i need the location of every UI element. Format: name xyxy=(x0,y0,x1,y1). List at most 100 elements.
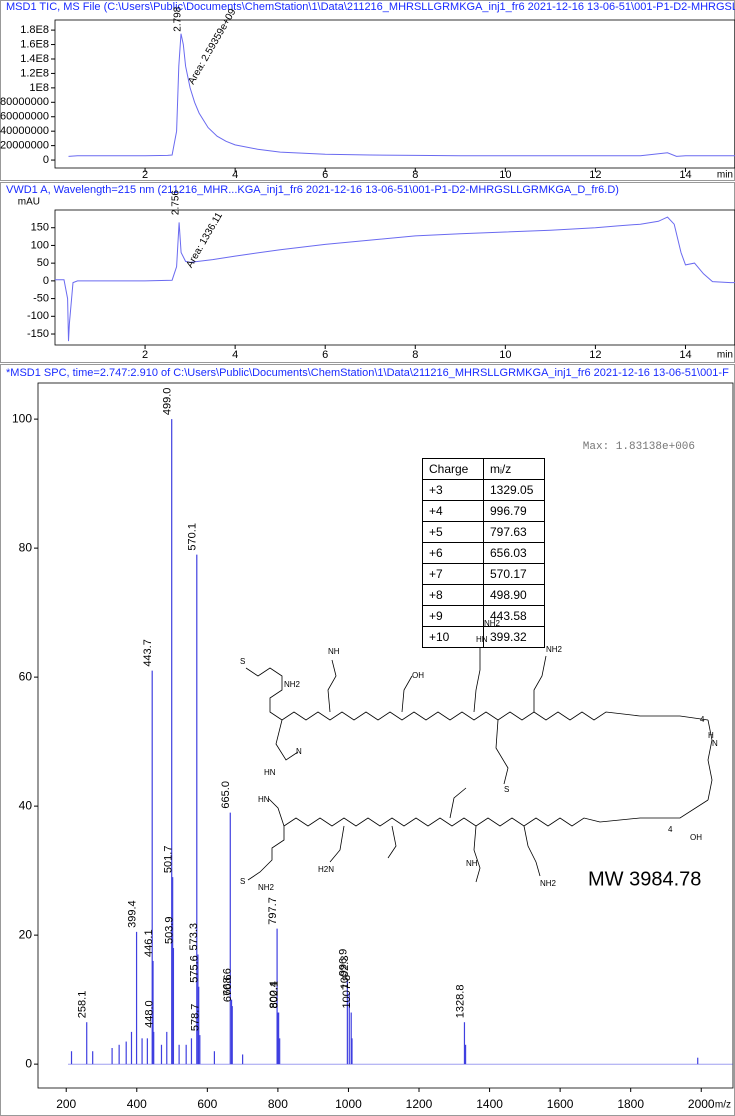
peak-label: 1007.8 xyxy=(341,975,353,1009)
peak-label: 578.7 xyxy=(190,1004,202,1032)
y-tick-label: 80000000 xyxy=(0,96,49,108)
y-tick-label: 1E8 xyxy=(29,82,49,94)
atom-label: OH xyxy=(690,833,702,842)
x-tick-label: 12 xyxy=(589,169,601,181)
peak-label: 665.0 xyxy=(220,781,232,809)
table-cell: +5 xyxy=(422,521,484,543)
peak-label: 802.1 xyxy=(269,981,281,1009)
x-tick-label: 1000 xyxy=(335,1097,362,1111)
x-tick-label: 2000 xyxy=(688,1097,715,1111)
x-axis-label: min xyxy=(717,350,733,361)
panel-frame xyxy=(0,0,735,181)
side-chain xyxy=(449,787,467,819)
y-tick-label: 20 xyxy=(19,927,33,941)
atom-label: HN xyxy=(264,768,276,777)
mw-label: MW 3984.78 xyxy=(588,868,701,890)
peak-label: 573.3 xyxy=(188,923,200,951)
peak-label: 800.4 xyxy=(268,981,280,1009)
x-tick-label: 600 xyxy=(197,1097,217,1111)
panel-title: *MSD1 SPC, time=2.747:2.910 of C:\Users\… xyxy=(6,367,729,379)
x-tick-label: 10 xyxy=(499,349,511,361)
table-row: +10 399.32 xyxy=(422,626,545,648)
y-tick-label: -100 xyxy=(27,310,49,322)
table-cell: +9 xyxy=(422,605,484,627)
x-tick-label: 8 xyxy=(412,169,418,181)
table-cell: +8 xyxy=(422,584,484,606)
y-tick-label: 100 xyxy=(12,411,32,425)
peak-label: 1328.8 xyxy=(454,985,466,1019)
atom-label: HN xyxy=(258,795,270,804)
peak-label: 443.7 xyxy=(142,639,154,667)
atom-label: OH xyxy=(412,671,424,680)
table-cell: 996.79 xyxy=(483,500,545,522)
peak-label: 446.1 xyxy=(143,929,155,957)
table-cell: 498.90 xyxy=(483,584,545,606)
panel-frame xyxy=(0,182,735,363)
peak-label: 499.0 xyxy=(162,388,174,416)
panel-title: VWD1 A, Wavelength=215 nm (211216_MHR...… xyxy=(6,184,619,196)
peak-label: 503.9 xyxy=(163,917,175,945)
table-row: +7 570.17 xyxy=(422,563,545,585)
table-row: +6 656.03 xyxy=(422,542,545,564)
atom-label: S xyxy=(240,877,245,886)
table-row: +8 498.90 xyxy=(422,584,545,606)
peak-label: 996.9 xyxy=(337,949,349,977)
atom-label: 4 xyxy=(700,715,705,724)
peak-label: 575.6 xyxy=(189,955,201,983)
table-cell: +6 xyxy=(422,542,484,564)
atom-label: NH2 xyxy=(258,883,275,892)
y-tick-label: 80 xyxy=(19,540,33,554)
plot-frame xyxy=(37,382,734,1089)
x-tick-label: 1200 xyxy=(406,1097,433,1111)
table-row: +9 443.58 xyxy=(422,605,545,627)
y-tick-label: -50 xyxy=(33,292,49,304)
area-label: Area: 2.59359e+09 xyxy=(186,7,238,87)
peak-label: 1002.3 xyxy=(339,956,351,990)
trace xyxy=(68,33,735,157)
atom-label: N xyxy=(296,747,302,756)
atom-label: S xyxy=(504,785,509,794)
y-tick-label: 20000000 xyxy=(0,140,49,152)
atom-label: NH xyxy=(466,859,478,868)
x-tick-label: 6 xyxy=(322,349,328,361)
table-cell: +4 xyxy=(422,500,484,522)
x-tick-label: 2 xyxy=(142,169,148,181)
x-tick-label: 12 xyxy=(589,349,601,361)
side-chain xyxy=(329,825,345,863)
header-cell: mᵢ/z xyxy=(483,458,545,480)
y-tick-label: 50 xyxy=(37,257,49,269)
panel-frame xyxy=(0,364,735,1116)
table-row: +4 996.79 xyxy=(422,500,545,522)
peak-label: 399.4 xyxy=(126,900,138,928)
y-tick-label: 1.2E8 xyxy=(20,67,49,79)
linker xyxy=(707,719,713,801)
x-tick-label: 4 xyxy=(232,169,238,181)
x-axis-label: m/z xyxy=(715,1100,731,1111)
y-tick-label: 100 xyxy=(31,239,49,251)
table-cell: 797.63 xyxy=(483,521,545,543)
y-tick-label: 1.8E8 xyxy=(20,24,49,36)
table-cell: 1329.05 xyxy=(483,479,545,501)
y-tick-label: 40000000 xyxy=(0,125,49,137)
atom-label: 4 xyxy=(668,825,673,834)
x-tick-label: 14 xyxy=(679,169,691,181)
atom-label: S xyxy=(240,657,245,666)
backbone xyxy=(247,799,709,881)
peak-label: 2.798 xyxy=(173,6,184,31)
side-chain xyxy=(327,659,337,713)
y-tick-label: 0 xyxy=(25,1056,32,1070)
y-tick-label: 1.6E8 xyxy=(20,38,49,50)
x-axis-label: min xyxy=(717,170,733,181)
x-tick-label: 4 xyxy=(232,349,238,361)
peak-label: 258.1 xyxy=(77,991,89,1019)
side-chain xyxy=(495,719,509,785)
y-tick-label: -150 xyxy=(27,328,49,340)
header-cell: Charge xyxy=(422,458,484,480)
peak-label: 668.6 xyxy=(221,968,233,996)
side-chain xyxy=(267,797,285,827)
atom-label: NH2 xyxy=(540,879,557,888)
peak-label: 670.6 xyxy=(222,975,234,1003)
side-chain xyxy=(533,655,547,712)
table-cell: 443.58 xyxy=(483,605,545,627)
